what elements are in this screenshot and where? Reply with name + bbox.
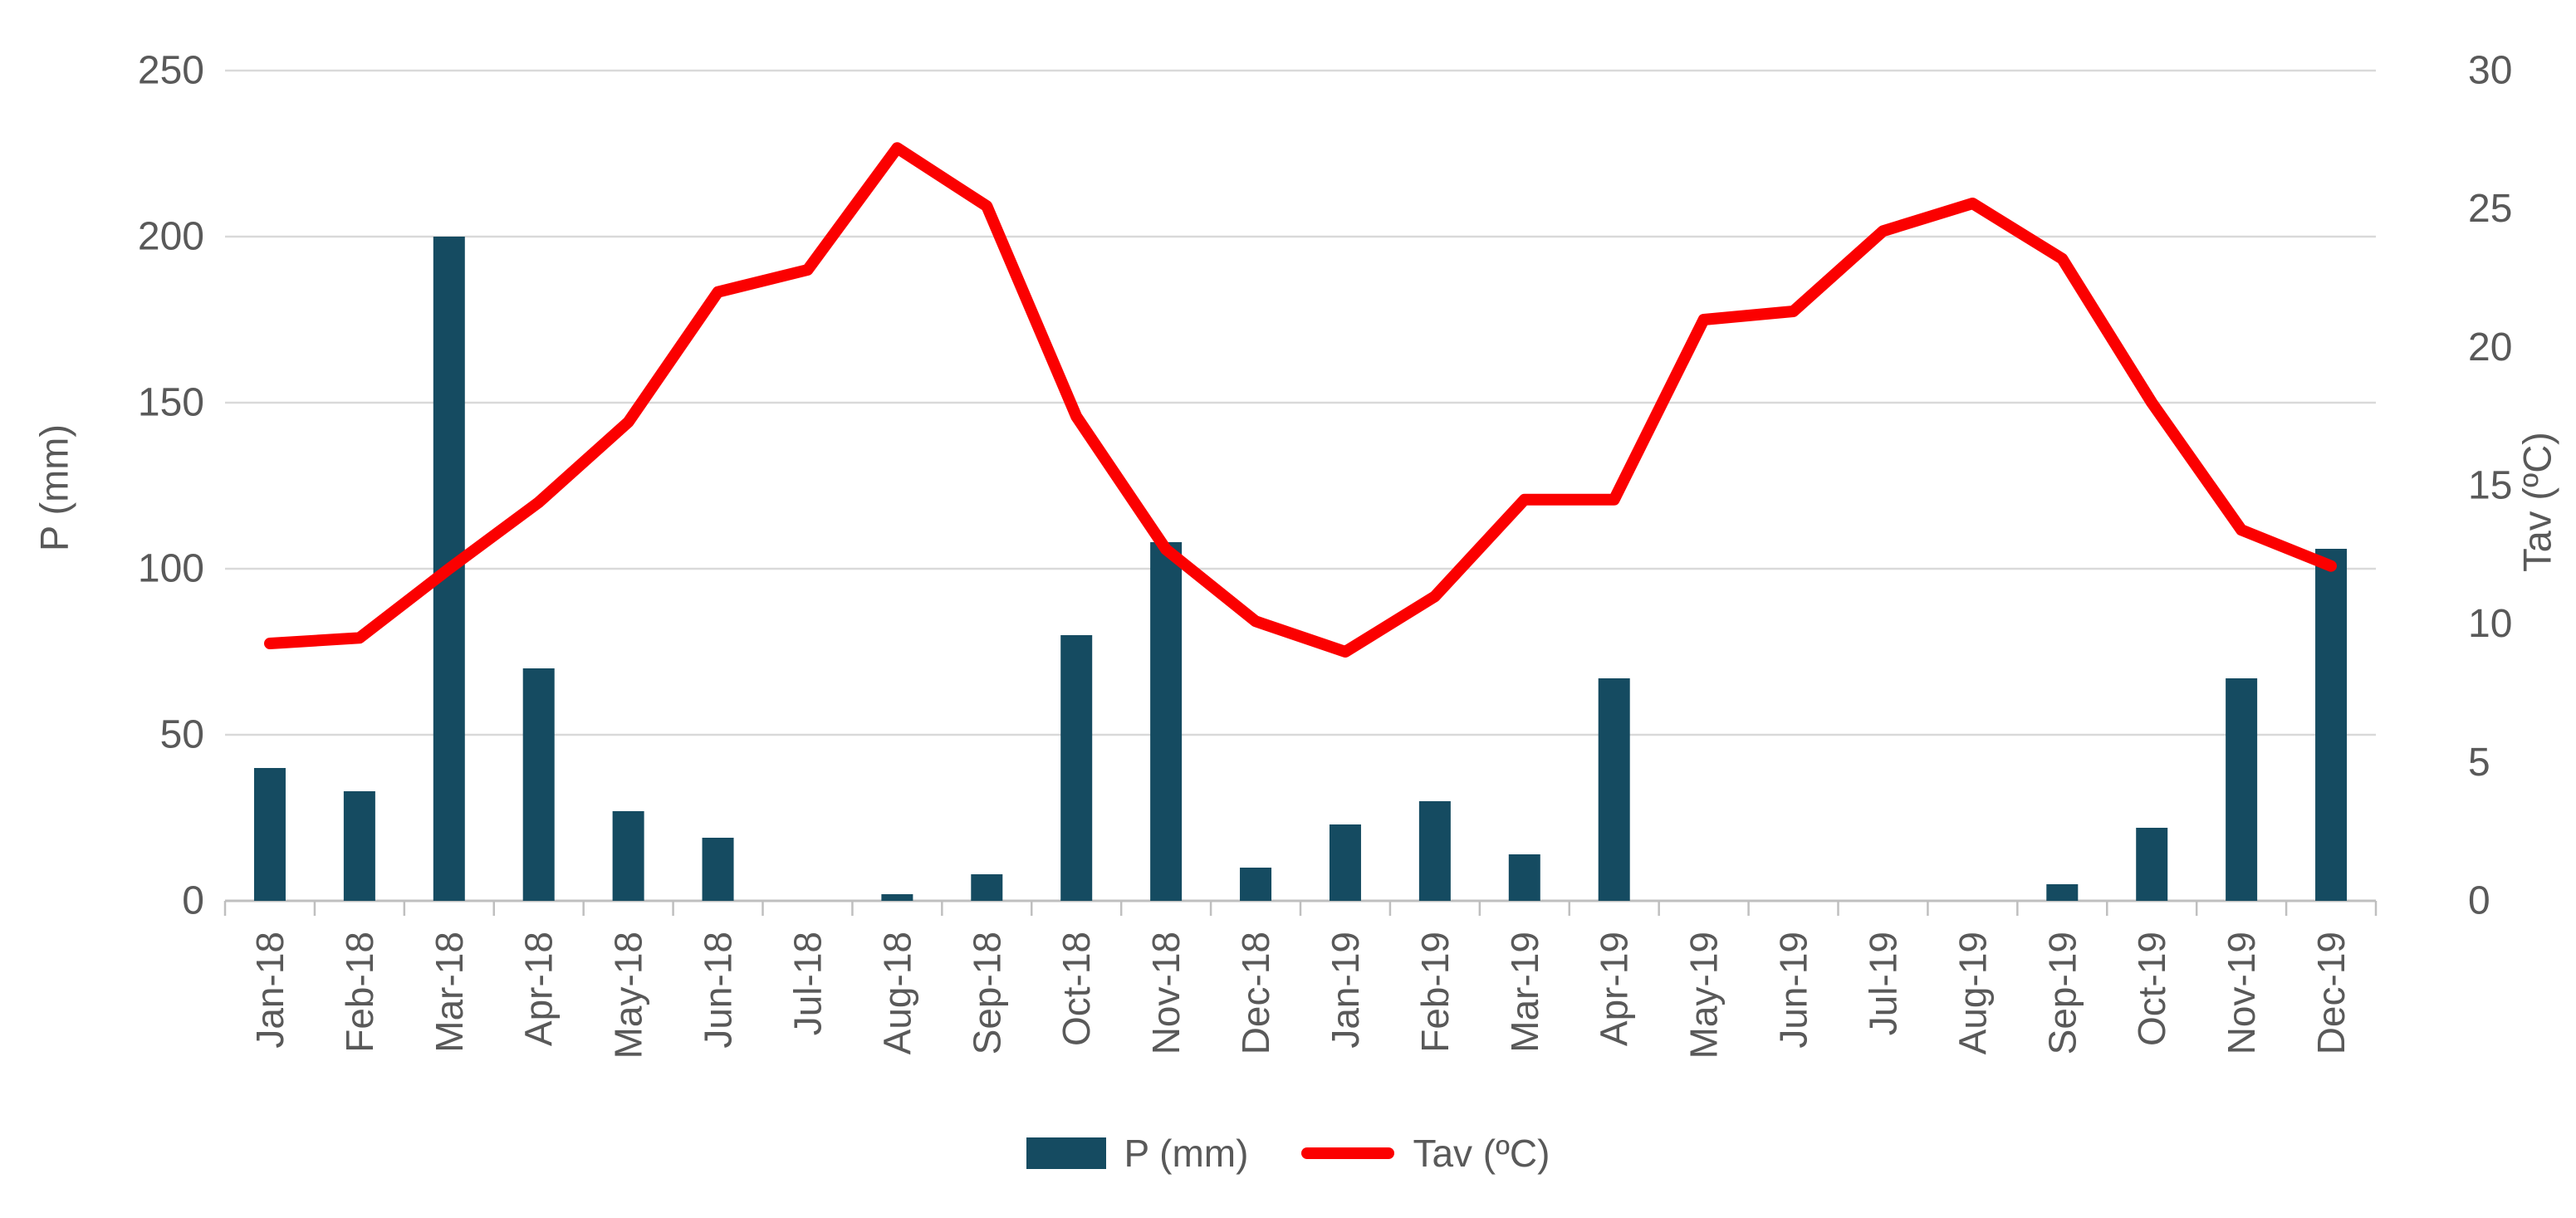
x-tick-label: Jul-19 (1861, 932, 1904, 1035)
x-tick-label: Feb-19 (1413, 932, 1457, 1053)
precipitation-bar (253, 768, 286, 901)
x-tick-label: Aug-19 (1951, 932, 1994, 1054)
precipitation-bar (1418, 801, 1451, 901)
right-tick-label: 20 (2468, 325, 2512, 369)
x-tick-label: Apr-18 (517, 932, 561, 1046)
x-tick-label: Mar-19 (1503, 932, 1546, 1053)
x-tick-label: Jan-19 (1324, 932, 1367, 1049)
x-tick-label: Sep-18 (965, 932, 1008, 1054)
right-axis-title: Tav (ºC) (2515, 432, 2559, 572)
x-tick-label: May-18 (607, 932, 650, 1059)
left-axis-title: P (mm) (32, 423, 76, 552)
precipitation-bar (522, 668, 555, 901)
precipitation-bar (1508, 854, 1540, 901)
x-tick-label: Sep-19 (2040, 932, 2084, 1054)
legend-item-precipitation: P (mm) (1026, 1131, 1249, 1176)
x-tick-label: Nov-19 (2220, 932, 2263, 1054)
x-tick-label: Jul-18 (786, 932, 829, 1035)
precipitation-bar (1240, 868, 1272, 901)
left-tick-label: 0 (182, 879, 204, 923)
right-tick-label: 0 (2468, 879, 2490, 923)
legend-label-temperature: Tav (ºC) (1413, 1132, 1550, 1175)
x-tick-label: Jan-18 (248, 932, 291, 1049)
precipitation-bar (1150, 542, 1183, 901)
right-tick-label: 10 (2468, 602, 2512, 646)
x-tick-label: Dec-18 (1234, 932, 1277, 1054)
left-tick-label: 150 (138, 381, 204, 425)
temperature-swatch-icon (1301, 1147, 1395, 1159)
x-tick-label: Jun-19 (1772, 932, 1815, 1049)
precipitation-bar (2315, 549, 2348, 901)
x-tick-label: Feb-18 (338, 932, 381, 1053)
precipitation-bar (343, 791, 375, 901)
right-tick-label: 5 (2468, 741, 2490, 785)
temperature-line (264, 142, 2337, 658)
x-tick-label: Oct-18 (1055, 932, 1098, 1046)
precipitation-bar (1598, 678, 1630, 901)
x-tick-label: Jun-18 (697, 932, 740, 1049)
x-tick-label: Oct-19 (2130, 932, 2173, 1046)
left-tick-label: 100 (138, 547, 204, 591)
precipitation-bar (1060, 635, 1093, 901)
precipitation-swatch-icon (1026, 1137, 1106, 1169)
left-tick-label: 50 (160, 713, 204, 757)
x-tick-label: Dec-19 (2309, 932, 2353, 1054)
x-tick-label: May-19 (1682, 932, 1726, 1059)
precipitation-bar (2136, 828, 2168, 901)
legend-label-precipitation: P (mm) (1124, 1132, 1249, 1175)
precipitation-bar (702, 838, 734, 901)
x-tick-label: Nov-18 (1144, 932, 1188, 1054)
x-tick-label: Apr-19 (1593, 932, 1636, 1046)
x-tick-label: Mar-18 (428, 932, 471, 1053)
precipitation-bar (881, 894, 913, 901)
left-tick-label: 200 (138, 215, 204, 259)
precipitation-bar (2046, 884, 2079, 901)
precipitation-bar (2226, 678, 2258, 901)
chart-legend: P (mm) Tav (ºC) (0, 1131, 2576, 1176)
left-tick-label: 250 (138, 49, 204, 93)
precipitation-bar (612, 811, 644, 901)
x-tick-label: Aug-18 (875, 932, 918, 1054)
legend-item-temperature: Tav (ºC) (1301, 1131, 1550, 1176)
right-tick-label: 30 (2468, 49, 2512, 93)
precipitation-bar (1329, 824, 1361, 901)
right-tick-label: 15 (2468, 464, 2512, 508)
precipitation-bar (971, 874, 1003, 901)
right-tick-label: 25 (2468, 187, 2512, 231)
